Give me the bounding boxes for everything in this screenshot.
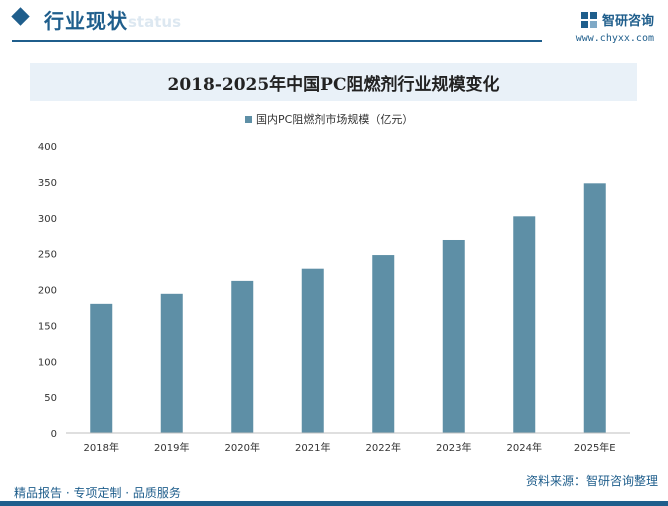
bar-series — [90, 183, 606, 433]
x-tick-label: 2025年E — [574, 441, 616, 454]
y-tick-label: 400 — [38, 142, 57, 153]
x-axis: 2018年 2019年 2020年 2021年 2022年 2023年 2024年 2025年… — [66, 432, 630, 454]
brand-block: 智研咨询 www.chyxx.com — [576, 10, 654, 44]
y-axis: 0 50 100 150 200 250 300 350 400 — [38, 142, 57, 440]
bar — [442, 239, 465, 433]
y-tick-label: 200 — [38, 286, 57, 297]
brand-name: 智研咨询 — [601, 14, 654, 29]
y-tick-label: 100 — [38, 357, 57, 368]
x-tick-label: 2022年 — [366, 441, 401, 454]
x-tick-label: 2019年 — [154, 441, 189, 454]
bar — [301, 268, 324, 433]
y-tick-label: 350 — [38, 178, 57, 189]
bar — [583, 183, 606, 433]
x-tick-label: 2021年 — [295, 441, 330, 454]
legend-label: 国内PC阻燃剂市场规模（亿元） — [256, 112, 413, 126]
legend-swatch — [245, 116, 252, 123]
y-tick-label: 150 — [38, 321, 57, 332]
bar — [90, 303, 113, 433]
bar — [231, 280, 254, 433]
chart-title: 2018-2025年中国PC阻燃剂行业规模变化 — [167, 74, 500, 95]
y-tick-label: 250 — [38, 250, 57, 261]
header-divider — [12, 40, 542, 42]
brand-logo-icon — [580, 11, 597, 28]
brand-url: www.chyxx.com — [575, 33, 654, 44]
chart-title-band: 2018-2025年中国PC阻燃剂行业规模变化 — [30, 63, 637, 101]
bar — [513, 216, 536, 433]
footer-source: 资料来源：智研咨询整理 — [525, 474, 658, 488]
bar — [372, 255, 395, 433]
y-tick-label: 0 — [51, 429, 57, 440]
bar — [160, 293, 183, 433]
x-tick-label: 2020年 — [225, 441, 260, 454]
chart-legend: 国内PC阻燃剂市场规模（亿元） — [245, 112, 413, 126]
x-tick-label: 2024年 — [507, 441, 542, 454]
x-tick-label: 2018年 — [84, 441, 119, 454]
section-ghost-text: status — [128, 13, 181, 31]
section-title: 行业现状 — [44, 9, 128, 33]
x-tick-label: 2023年 — [436, 441, 471, 454]
footer-tagline: 精品报告 · 专项定制 · 品质服务 — [14, 486, 181, 500]
page-header: 行业现状 status 智研咨询 www.chyxx.com — [0, 0, 668, 44]
y-tick-label: 300 — [38, 214, 57, 225]
y-tick-label: 50 — [44, 393, 57, 404]
footer-band — [0, 501, 668, 506]
